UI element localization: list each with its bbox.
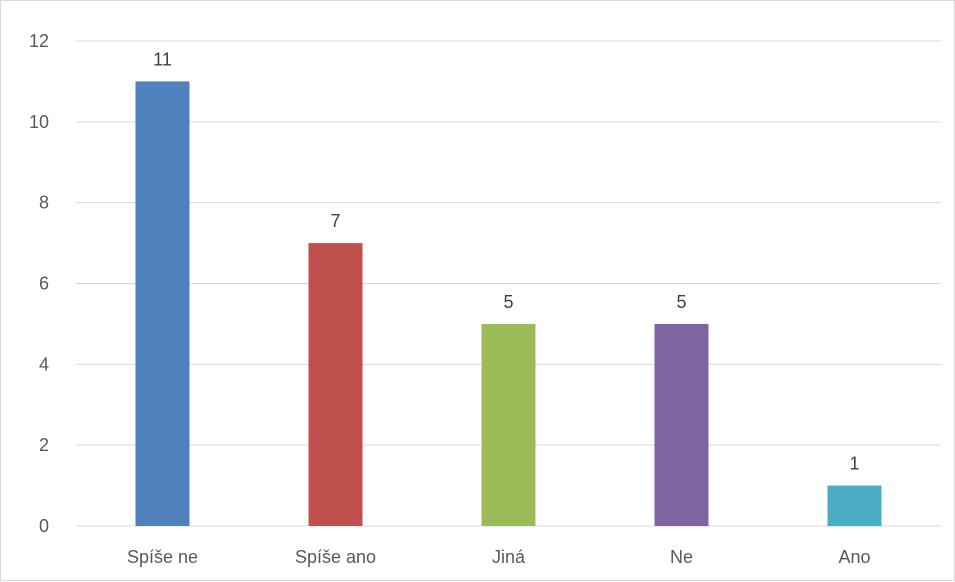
data-labels: 11 7 5 5 1 [153,49,859,473]
bars [135,81,882,527]
data-label-3: 5 [676,292,686,312]
data-label-1: 7 [330,211,340,231]
y-tick-label-4: 4 [39,354,49,374]
category-label-0: Spíše ne [127,547,198,567]
bar-2 [481,323,536,526]
category-label-4: Ano [838,547,870,567]
y-tick-label-8: 8 [39,193,49,213]
y-tick-label-2: 2 [39,435,49,455]
bar-3 [654,323,709,526]
data-label-2: 5 [503,292,513,312]
bar-1 [308,243,363,527]
category-label-2: Jiná [492,547,526,567]
x-axis-categories: Spíše ne Spíše ano Jiná Ne Ano [127,547,871,567]
category-label-1: Spíše ano [295,547,376,567]
bar-0 [135,81,190,527]
y-tick-label-12: 12 [29,31,49,51]
y-tick-label-6: 6 [39,274,49,294]
y-tick-label-0: 0 [39,516,49,536]
y-axis-ticks: 0 2 4 6 8 10 12 [29,31,49,536]
category-label-3: Ne [670,547,693,567]
data-label-4: 1 [849,454,859,474]
y-tick-label-10: 10 [29,112,49,132]
bar-4 [827,485,882,526]
data-label-0: 11 [153,49,172,69]
